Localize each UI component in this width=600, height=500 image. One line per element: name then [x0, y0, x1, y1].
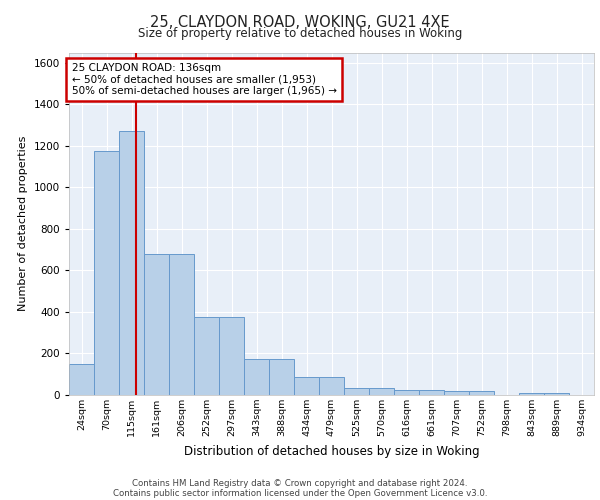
Bar: [194, 317, 219, 395]
Bar: [394, 390, 419, 395]
Bar: [94, 151, 119, 395]
Text: Contains HM Land Registry data © Crown copyright and database right 2024.: Contains HM Land Registry data © Crown c…: [132, 478, 468, 488]
Text: Size of property relative to detached houses in Woking: Size of property relative to detached ho…: [138, 28, 462, 40]
Y-axis label: Number of detached properties: Number of detached properties: [18, 136, 28, 312]
Bar: [519, 393, 544, 395]
Bar: [369, 388, 394, 395]
Bar: [119, 132, 144, 395]
Bar: [444, 391, 469, 395]
Bar: [219, 317, 244, 395]
Bar: [269, 358, 294, 395]
X-axis label: Distribution of detached houses by size in Woking: Distribution of detached houses by size …: [184, 444, 479, 458]
Bar: [294, 378, 319, 395]
Bar: [469, 391, 494, 395]
Bar: [69, 364, 94, 395]
Text: 25, CLAYDON ROAD, WOKING, GU21 4XE: 25, CLAYDON ROAD, WOKING, GU21 4XE: [150, 15, 450, 30]
Text: Contains public sector information licensed under the Open Government Licence v3: Contains public sector information licen…: [113, 488, 487, 498]
Bar: [144, 254, 169, 395]
Bar: [244, 358, 269, 395]
Bar: [344, 388, 369, 395]
Bar: [419, 390, 444, 395]
Bar: [169, 254, 194, 395]
Bar: [319, 378, 344, 395]
Text: 25 CLAYDON ROAD: 136sqm
← 50% of detached houses are smaller (1,953)
50% of semi: 25 CLAYDON ROAD: 136sqm ← 50% of detache…: [71, 63, 337, 96]
Bar: [544, 393, 569, 395]
